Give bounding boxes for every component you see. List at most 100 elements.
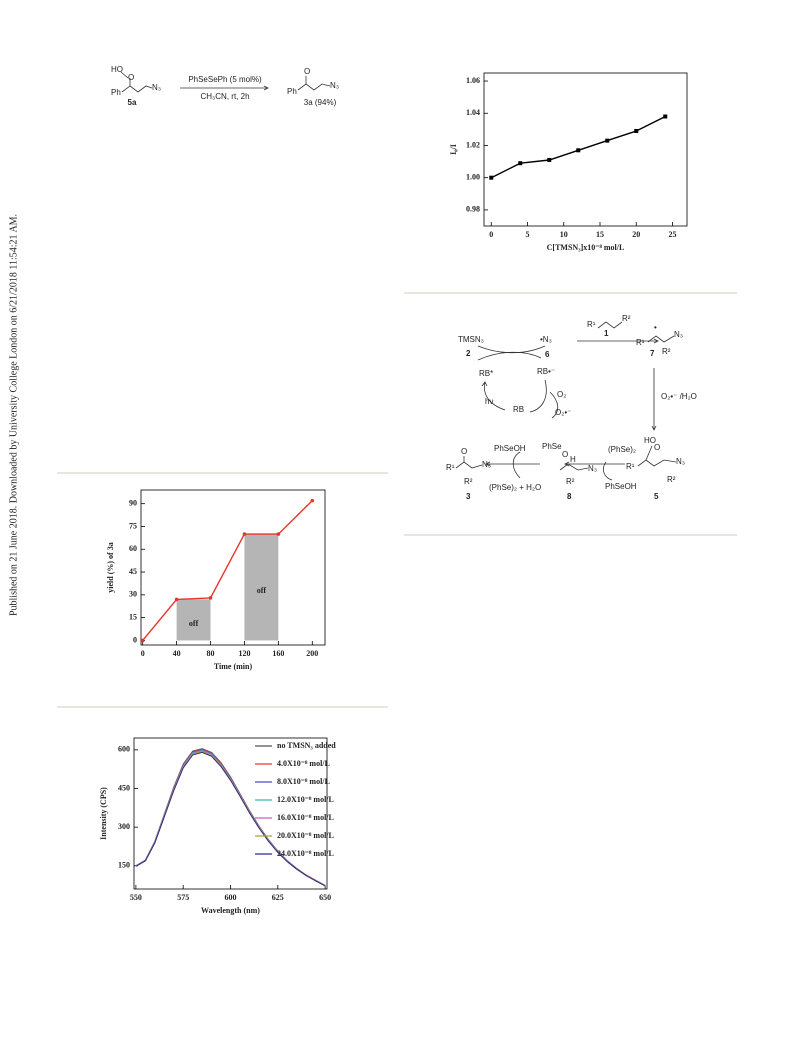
x-tick-label: 25 (669, 230, 677, 239)
chem-label: PhSe (542, 442, 562, 451)
chem-label: RB* (479, 369, 493, 378)
arrow (180, 85, 269, 91)
legend-label: 4.0X10⁻⁸ mol/L (277, 759, 330, 768)
atom-label: O (128, 73, 134, 82)
mechanism-scheme: TMSN₃ 2 •N₃ 6 RB* RB•⁻ O₂ O₂•⁻ hν RB R¹ … (446, 314, 697, 501)
compound-label: 3a (94%) (304, 98, 337, 107)
arrow (577, 338, 659, 344)
legend-label: no TMSN₃ added (277, 741, 336, 750)
arrow (481, 379, 547, 413)
x-tick-label: 575 (177, 893, 189, 902)
chem-label: hν (485, 397, 493, 406)
marker (605, 138, 610, 143)
x-tick-label: 625 (272, 893, 284, 902)
chem-label: N₃ (674, 330, 683, 339)
side-note: Published on 21 June 2018. Downloaded by… (8, 214, 19, 616)
bond (647, 335, 675, 343)
y-tick-label: 1.04 (466, 108, 480, 117)
reagent: (PhSe)₂ + H₂O (489, 483, 541, 492)
x-tick-label: 5 (526, 230, 530, 239)
chem-label: R¹ (446, 463, 455, 472)
arrow (549, 391, 559, 419)
compound-label: 2 (466, 349, 471, 358)
y-tick-label: 60 (129, 544, 137, 553)
chem-label: O (461, 447, 467, 456)
chart: 150 300 450 600 550 575 600 625 650 Wavelength (n… (99, 737, 336, 915)
compound-label: 8 (567, 492, 572, 501)
chart: 0.98 1.00 1.02 1.04 1.06 0 5 10 15 20 25 C[TMSN₃]x1… (449, 72, 688, 252)
x-axis-title: C[TMSN₃]x10⁻⁸ mol/L (547, 243, 625, 252)
y-tick-label: 0.98 (466, 205, 480, 214)
chem-label: R² (662, 347, 671, 356)
y-tick-label: 0 (133, 635, 137, 644)
x-tick-label: 550 (130, 893, 142, 902)
x-tick-label: 120 (238, 649, 250, 658)
radical-dot: • (654, 323, 657, 332)
marker (310, 498, 315, 503)
bond (121, 85, 153, 93)
x-tick-label: 650 (319, 893, 331, 902)
reaction-scheme: HO O Ph N₃ 5a PhSeSePh (5 mol%) CH₃CN, r… (111, 65, 339, 107)
atom-label: O (304, 67, 310, 76)
atom-label: Ph (287, 87, 297, 96)
x-tick-label: 0 (141, 649, 145, 658)
chem-label: R² (566, 477, 575, 486)
chem-label: R¹ (636, 338, 645, 347)
legend-label: 8.0X10⁻⁸ mol/L (277, 777, 330, 786)
chem-label: O (562, 450, 568, 459)
compound-label: 5 (654, 492, 659, 501)
x-axis-title: Time (min) (214, 662, 253, 671)
chem-label: R¹ (587, 320, 596, 329)
compound-label: 1 (604, 329, 609, 338)
legend-label: 16.0X10⁻⁸ mol/L (277, 813, 334, 822)
marker (547, 157, 552, 162)
atom-label: Ph (111, 88, 121, 97)
x-axis-title: Wavelength (nm) (201, 906, 260, 915)
bond (297, 83, 331, 91)
plot-frame (140, 489, 326, 646)
bond (120, 71, 129, 79)
chem-label: RB•⁻ (537, 367, 555, 376)
region-label: off (257, 586, 267, 595)
chem-label: HO (644, 436, 656, 445)
x-tick-label: 160 (272, 649, 284, 658)
arrow (485, 451, 540, 479)
x-tick-label: 20 (632, 230, 640, 239)
bond (597, 321, 623, 329)
y-tick-label: 45 (129, 567, 137, 576)
y-axis-title: yield (%) of 3a (106, 542, 115, 592)
chem-label: N₃ (482, 460, 491, 469)
bond (637, 459, 677, 467)
chem-label: H (570, 455, 576, 464)
chem-label: R² (667, 475, 676, 484)
x-tick-label: 200 (306, 649, 318, 658)
chem-label: N₃ (588, 464, 597, 473)
arrow (651, 368, 657, 431)
bond (455, 461, 483, 469)
x-tick-label: 600 (225, 893, 237, 902)
chart: off off 0 15 30 45 60 75 90 0 40 80 120 160 200 Time (m… (106, 489, 326, 671)
reagent: O₂•⁻ /H₂O (661, 392, 697, 401)
y-axis-title: Intensity (CPS) (99, 787, 108, 840)
marker (634, 128, 639, 133)
y-tick-label: 150 (118, 861, 130, 870)
x-tick-label: 80 (207, 649, 215, 658)
marker (489, 175, 494, 180)
marker (663, 114, 668, 119)
marker (174, 597, 179, 602)
arrow (477, 345, 546, 361)
chem-label: O (654, 443, 660, 452)
bond (645, 445, 653, 461)
y-tick-label: 90 (129, 499, 137, 508)
data-line (490, 115, 666, 179)
marker (242, 532, 247, 536)
marker (576, 148, 581, 153)
marker (140, 638, 145, 643)
region-label: off (189, 619, 199, 628)
y-tick-label: 1.02 (466, 140, 480, 149)
y-tick-label: 600 (118, 745, 130, 754)
shaded-region (176, 599, 211, 641)
y-tick-label: 450 (118, 783, 130, 792)
